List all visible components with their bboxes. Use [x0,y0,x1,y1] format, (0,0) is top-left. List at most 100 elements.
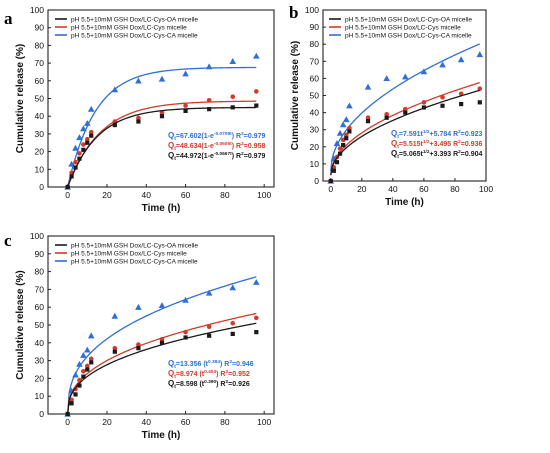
data-point-oa [77,383,82,388]
data-point-oa [73,165,78,170]
data-point-ca [205,63,213,70]
data-point-ca [111,86,119,93]
x-axis-label: Time (h) [385,197,424,208]
data-point-ca [457,56,465,63]
equation-part: Q [168,369,174,378]
data-point-ca [158,302,166,309]
equation-part: =8.598 (t [176,381,205,388]
data-point-oa [89,133,94,138]
fit-equation-ca: Qt=7.591t1/2+5.784 R2=0.923 [391,129,483,140]
equation-part: =0.952 [228,371,250,378]
data-point-oa [89,360,94,365]
panel-c: c 0 10 20 30 40 50 60 70 80 90 100 0 20 40 60 80 100 Time … [4,231,275,441]
equation-part: +3.495 R [430,141,459,148]
fit-equation-oa: Qt=8.598 (t0.390) R2=0.926 [168,379,250,390]
equation-part: Q [391,139,397,148]
y-tick-label: 70 [310,56,320,66]
data-point-cys [112,345,118,351]
data-point-oa [334,160,340,165]
data-point-ca [439,61,446,68]
panel-label: b [289,3,298,22]
equation-part: Q [168,131,174,140]
data-point-oa [337,151,343,156]
y-tick-label: 50 [35,320,45,330]
data-point-ca [336,129,344,136]
legend-label-cys: pH 5.5+10mM GSH Dox/LC-Cys micelle [71,24,187,31]
data-point-ca [229,58,237,64]
x-tick-label: 0 [65,417,70,427]
data-point-ca [84,346,91,353]
equation-part: t [397,144,399,150]
fit-curve-oa [67,106,257,188]
data-point-oa [254,330,259,335]
equation-part: t [174,136,176,142]
data-point-ca [135,77,142,84]
data-point-ca [253,52,260,59]
equation-part: 2 [225,369,228,375]
equation-part: =8.974 (t [176,371,205,378]
data-point-ca [333,140,341,147]
data-point-cys [159,110,165,115]
data-point-ca [229,284,237,291]
data-point-ca [342,116,350,123]
data-point-oa [403,110,408,115]
equation-part: =0.946 [232,361,254,368]
y-axis-label: Cumulative release (%) [290,41,301,151]
fit-curve-oa [330,89,480,176]
fit-equation-oa: Qt=44.972(1-e-0.0667t) R2=0.979 [168,151,265,162]
data-point-cys [81,142,86,147]
data-point-cys [81,368,86,374]
equation-part: 2 [241,131,244,137]
equation-part: t [174,146,176,152]
y-tick-label: 40 [35,338,45,348]
data-point-cys [402,106,408,112]
data-point-cys [206,97,212,103]
equation-part: t [174,374,176,380]
panel-label: c [4,231,12,250]
y-tick-label: 20 [35,147,45,157]
data-point-cys [88,129,94,135]
data-point-oa [65,411,70,417]
x-tick-label: 40 [388,184,398,194]
data-point-oa [440,103,445,108]
equation-part: Q [391,149,397,158]
data-point-ca [68,160,75,167]
data-point-oa [65,184,70,190]
data-point-ca [476,51,484,58]
equation-part: 2 [458,149,461,155]
equation-part: t [174,384,176,390]
y-tick-label: 30 [35,129,45,139]
equation-part: =0.923 [461,131,483,138]
data-point-ca [346,102,353,109]
data-point-oa [136,346,141,351]
y-tick-label: 30 [35,356,45,366]
y-tick-label: 0 [314,176,319,186]
x-tick-label: 60 [419,184,429,194]
equation-part: 1/2 [423,129,430,135]
equation-part: t [397,134,399,140]
data-point-oa [207,107,212,112]
data-point-ca [383,75,390,82]
data-point-ca [87,332,95,339]
legend-label-cys: pH 5.5+10mM GSH Dox/LC-Cys micelle [71,250,187,257]
x-axis-label: Time (h) [142,203,181,214]
y-tick-label: 100 [30,5,44,15]
data-point-cys [85,363,90,369]
y-tick-label: 80 [35,267,45,277]
equation-part: 1/2 [423,149,430,155]
data-point-oa [459,101,464,107]
data-point-cys [88,356,94,362]
y-tick-label: 60 [35,76,45,86]
equation-part: =0.904 [461,151,483,158]
data-point-ca [80,125,87,132]
data-point-cys [69,397,74,403]
x-tick-label: 100 [257,190,271,200]
equation-part: =67.602(1-e [176,133,214,140]
y-tick-label: 80 [310,39,320,49]
equation-part: ) R [232,153,241,160]
y-tick-label: 20 [35,373,45,383]
equation-part: ) R [232,133,241,140]
x-tick-label: 60 [181,190,191,200]
data-point-oa [344,136,349,141]
data-point-cys [183,329,188,335]
